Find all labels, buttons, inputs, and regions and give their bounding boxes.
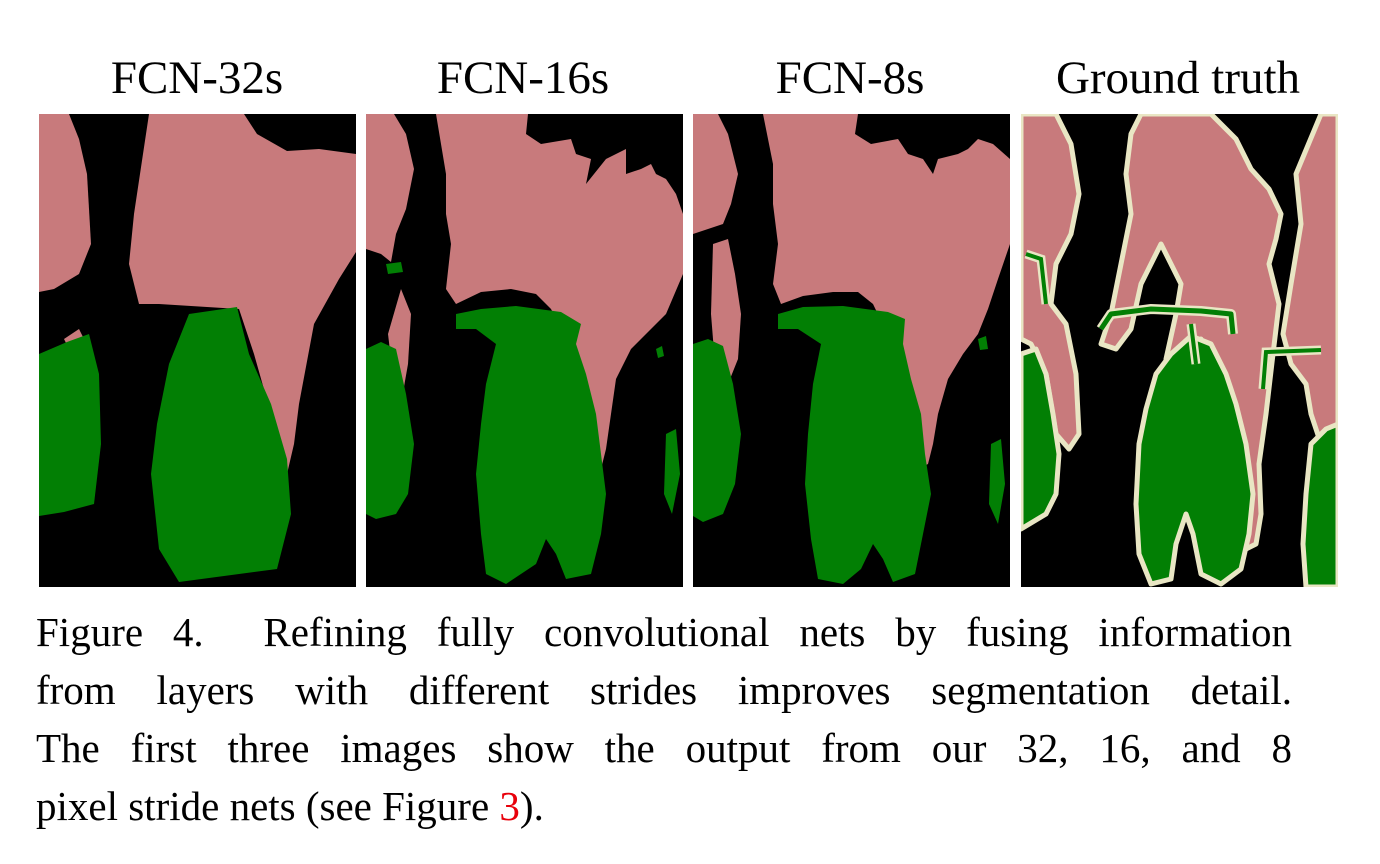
caption-text-4: pixel stride nets (see Figure: [36, 783, 500, 829]
bicycle-fragment: [978, 336, 988, 350]
person-region-main: [129, 114, 356, 474]
bicycle-region-left: [693, 339, 741, 522]
bicycle-region-main: [456, 306, 606, 584]
bicycle-handlebar-left: [1025, 252, 1048, 305]
panel-title-fcn-32s: FCN-32s: [110, 52, 284, 104]
person-region-left: [366, 114, 414, 262]
panel-title-fcn-16s: FCN-16s: [436, 52, 610, 104]
segmentation-fcn-8s: [693, 114, 1010, 587]
person-region-right: [1280, 114, 1338, 447]
bicycle-handlebar: [1098, 306, 1236, 335]
figure-caption: Figure 4. Refining fully convolutional n…: [36, 603, 1292, 835]
panel-title-fcn-8s: FCN-8s: [775, 52, 925, 104]
caption-line-2: from layers with different strides impro…: [36, 667, 1292, 713]
segmentation-fcn-16s: [366, 114, 683, 587]
caption-text-4-end: ).: [519, 783, 544, 829]
bicycle-region-main: [151, 307, 291, 582]
person-region-left: [39, 114, 91, 292]
panel-title-ground-truth: Ground truth: [1055, 52, 1301, 104]
caption-line-3: The first three images show the output f…: [36, 725, 1292, 771]
person-region-left: [693, 114, 738, 234]
bicycle-fragment: [656, 346, 664, 358]
bicycle-region-main: [1133, 333, 1256, 587]
bicycle-region-left: [1021, 346, 1062, 532]
caption-line-4: pixel stride nets (see Figure 3).: [36, 777, 1292, 835]
bicycle-fragment: [989, 439, 1005, 524]
figure-label: Figure 4.: [36, 609, 204, 655]
bicycle-region-right: [1300, 421, 1338, 587]
bicycle-region-left: [366, 342, 414, 519]
caption-text-1: Refining fully convolutional nets by fus…: [263, 609, 1292, 655]
bicycle-stem: [1189, 323, 1198, 365]
bicycle-handlebar-right: [1261, 348, 1322, 390]
bicycle-region-left: [39, 334, 101, 516]
bicycle-fragment: [386, 262, 403, 274]
bicycle-fragment: [664, 429, 680, 514]
person-region-main: [763, 114, 1010, 469]
segmentation-fcn-32s: [39, 114, 356, 587]
figure-reference-link[interactable]: 3: [499, 783, 520, 829]
person-region-main: [436, 114, 683, 474]
bicycle-region-main: [778, 306, 931, 584]
caption-line-1: Figure 4. Refining fully convolutional n…: [36, 603, 1292, 661]
segmentation-ground-truth: [1021, 114, 1338, 587]
